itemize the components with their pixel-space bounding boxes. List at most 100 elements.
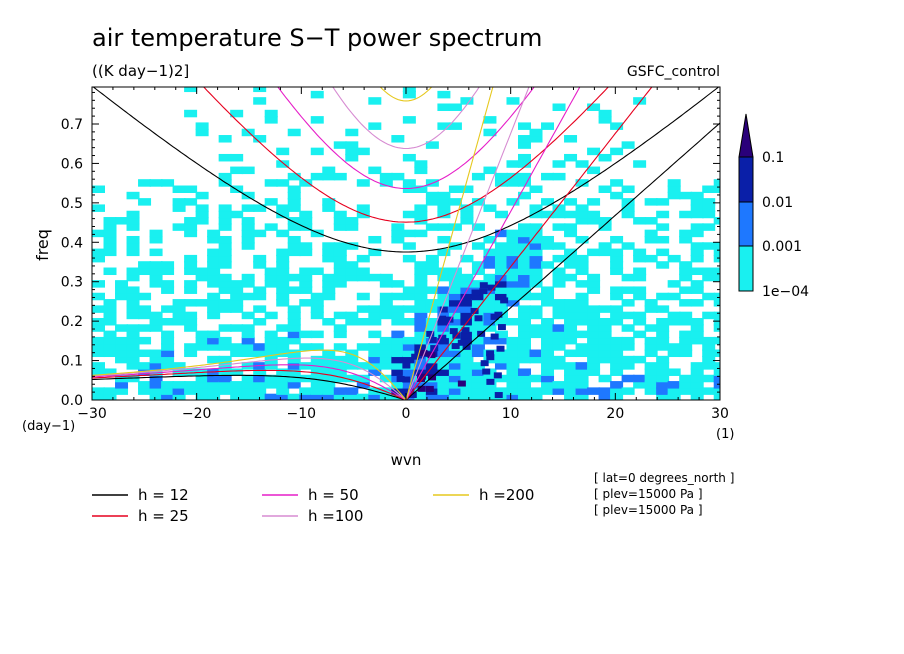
spectrum-core-cell — [417, 385, 426, 392]
spectrum-cell — [494, 355, 508, 364]
spectrum-cell — [621, 336, 635, 345]
spectrum-cell — [425, 355, 439, 364]
spectrum-cell — [103, 305, 117, 313]
spectrum-cell — [517, 368, 531, 376]
spectrum-cell — [517, 305, 531, 313]
spectrum-cell — [103, 343, 117, 351]
spectrum-core-cell — [411, 353, 420, 360]
spectrum-cell — [656, 248, 670, 257]
spectrum-cell — [713, 393, 720, 400]
spectrum-cell — [195, 330, 209, 339]
spectrum-cell — [195, 122, 209, 130]
spectrum-cell — [471, 324, 485, 332]
dispersion-curve — [405, 122, 720, 400]
spectrum-cell — [552, 305, 566, 313]
spectrum-cell — [621, 273, 635, 282]
spectrum-cell — [402, 381, 416, 389]
spectrum-cell — [448, 362, 462, 370]
spectrum-cell — [241, 280, 255, 288]
spectrum-cell — [656, 292, 670, 301]
spectrum-cell — [103, 349, 117, 358]
spectrum-cell — [345, 242, 359, 250]
spectrum-cell — [425, 141, 439, 149]
spectrum-cell — [690, 191, 704, 200]
spectrum-cell — [506, 317, 520, 326]
spectrum-cell — [506, 235, 520, 244]
spectrum-cell — [230, 387, 244, 395]
spectrum-cell — [448, 355, 462, 364]
spectrum-cell — [402, 286, 416, 294]
spectrum-cell — [356, 267, 370, 276]
spectrum-cell — [506, 343, 520, 351]
spectrum-cell — [391, 355, 405, 364]
spectrum-cell — [541, 210, 555, 219]
spectrum-cell — [92, 343, 105, 351]
spectrum-cell — [126, 336, 140, 345]
spectrum-cell — [702, 336, 716, 345]
spectrum-cell — [115, 387, 129, 395]
spectrum-cell — [598, 242, 612, 250]
spectrum-cell — [414, 330, 428, 339]
spectrum-cell — [483, 204, 497, 212]
spectrum-cell — [633, 311, 647, 320]
spectrum-cell — [287, 349, 301, 358]
spectrum-cell — [345, 273, 359, 282]
spectrum-cell — [276, 368, 290, 376]
spectrum-cell — [564, 223, 578, 231]
spectrum-cell — [218, 273, 232, 282]
spectrum-cell — [564, 387, 578, 395]
spectrum-cell — [656, 362, 670, 370]
spectrum-cell — [679, 381, 693, 389]
spectrum-cell — [610, 305, 624, 313]
x-tick-label: 20 — [606, 406, 624, 422]
spectrum-cell — [575, 292, 589, 301]
spectrum-cell — [333, 368, 347, 376]
spectrum-cell — [506, 349, 520, 358]
spectrum-cell — [138, 261, 152, 269]
spectrum-cell — [299, 343, 313, 351]
spectrum-cell — [575, 261, 589, 269]
spectrum-cell — [471, 362, 485, 370]
spectrum-cell — [379, 311, 393, 320]
spectrum-cell — [448, 286, 462, 294]
spectrum-cell — [333, 273, 347, 282]
spectrum-cell — [529, 267, 543, 276]
spectrum-cell — [207, 267, 221, 276]
spectrum-cell — [564, 135, 578, 143]
spectrum-cell — [460, 210, 474, 219]
spectrum-cell — [541, 343, 555, 351]
spectrum-cell — [564, 273, 578, 282]
spectrum-cell — [379, 343, 393, 351]
spectrum-cell — [92, 362, 105, 370]
spectrum-cell — [126, 223, 140, 231]
spectrum-cell — [621, 242, 635, 250]
spectrum-cell — [333, 267, 347, 276]
spectrum-cell — [529, 248, 543, 257]
spectrum-cell — [264, 267, 278, 276]
spectrum-cell — [552, 336, 566, 345]
spectrum-cell — [218, 280, 232, 288]
spectrum-cell — [379, 374, 393, 383]
spectrum-cell — [656, 387, 670, 395]
spectrum-cell — [667, 343, 681, 351]
spectrum-cell — [541, 317, 555, 326]
spectrum-cell — [517, 381, 531, 389]
spectrum-cell — [713, 317, 720, 326]
spectrum-cell — [368, 273, 382, 282]
spectrum-cell — [402, 90, 416, 99]
spectrum-cell — [529, 235, 543, 244]
spectrum-cell — [690, 299, 704, 307]
spectrum-cell — [103, 217, 117, 225]
spectrum-cell — [517, 223, 531, 231]
spectrum-cell — [517, 317, 531, 326]
spectrum-cell — [529, 305, 543, 313]
spectrum-cell — [391, 349, 405, 358]
spectrum-cell — [322, 166, 336, 175]
spectrum-cell — [471, 299, 485, 307]
spectrum-cell — [138, 292, 152, 301]
spectrum-cell — [690, 374, 704, 383]
spectrum-cell — [610, 235, 624, 244]
spectrum-cell — [437, 198, 451, 206]
spectrum-cell — [207, 292, 221, 301]
spectrum-cell — [195, 393, 209, 400]
